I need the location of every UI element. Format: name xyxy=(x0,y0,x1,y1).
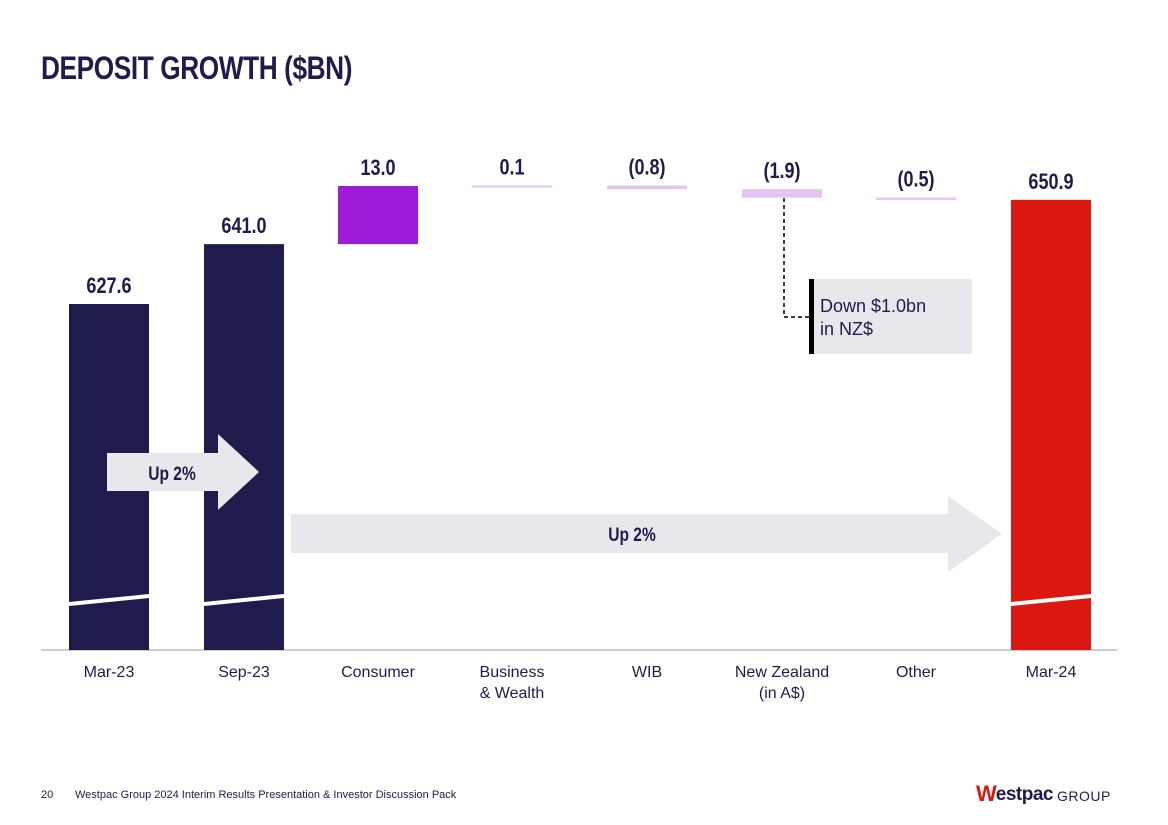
callout-line-1: Down $1.0bn xyxy=(820,296,926,316)
page-number: 20 xyxy=(41,789,54,801)
data-label: (0.5) xyxy=(897,168,934,192)
growth-arrow-short-label: Up 2% xyxy=(148,463,196,485)
logo-mark: W xyxy=(976,781,997,806)
callout-line-2: in NZ$ xyxy=(820,319,873,339)
category-label: Consumer xyxy=(341,664,415,681)
category-label: Mar-24 xyxy=(1026,664,1077,681)
callout-box xyxy=(812,279,972,354)
bar-delta xyxy=(742,189,822,198)
data-label: 13.0 xyxy=(360,156,395,180)
growth-arrow-long-label: Up 2% xyxy=(608,524,656,546)
page-title: DEPOSIT GROWTH ($BN) xyxy=(41,50,353,86)
data-label: 641.0 xyxy=(221,215,266,239)
bar-delta xyxy=(876,197,956,200)
category-label: (in A$) xyxy=(759,685,805,702)
callout-connector xyxy=(783,198,810,318)
bar-delta xyxy=(607,185,687,190)
category-label: & Wealth xyxy=(480,685,545,702)
axis-break-mark xyxy=(68,594,150,606)
callout-accent-bar xyxy=(809,279,814,354)
waterfall-chart: 627.6 Mar-23 641.0 Sep-23 13.0 Consumer 0.1 Bus… xyxy=(41,156,1117,702)
bar-delta xyxy=(338,185,418,245)
category-label: Mar-23 xyxy=(84,664,135,681)
bar-delta xyxy=(472,185,552,188)
footer-text: Westpac Group 2024 Interim Results Prese… xyxy=(75,789,457,801)
category-label: Sep-23 xyxy=(218,664,270,681)
westpac-logo: W estpac GROUP xyxy=(976,783,1111,805)
category-label: Business xyxy=(480,664,545,681)
data-label: (1.9) xyxy=(763,160,800,184)
data-label: 0.1 xyxy=(499,156,524,180)
growth-arrow-long xyxy=(291,496,1002,572)
data-label: 650.9 xyxy=(1028,170,1073,194)
category-label: New Zealand xyxy=(735,664,829,681)
data-label: (0.8) xyxy=(628,156,665,180)
logo-group: GROUP xyxy=(1056,788,1111,804)
bar-total xyxy=(1011,199,1091,650)
axis-break-mark xyxy=(1010,594,1092,606)
logo-word: estpac xyxy=(995,784,1054,805)
data-label: 627.6 xyxy=(86,274,131,298)
bar-total xyxy=(204,244,284,651)
axis-break-mark xyxy=(203,594,285,606)
category-label: Other xyxy=(896,664,937,681)
growth-arrow-short xyxy=(107,434,259,510)
category-label: WIB xyxy=(632,664,662,681)
